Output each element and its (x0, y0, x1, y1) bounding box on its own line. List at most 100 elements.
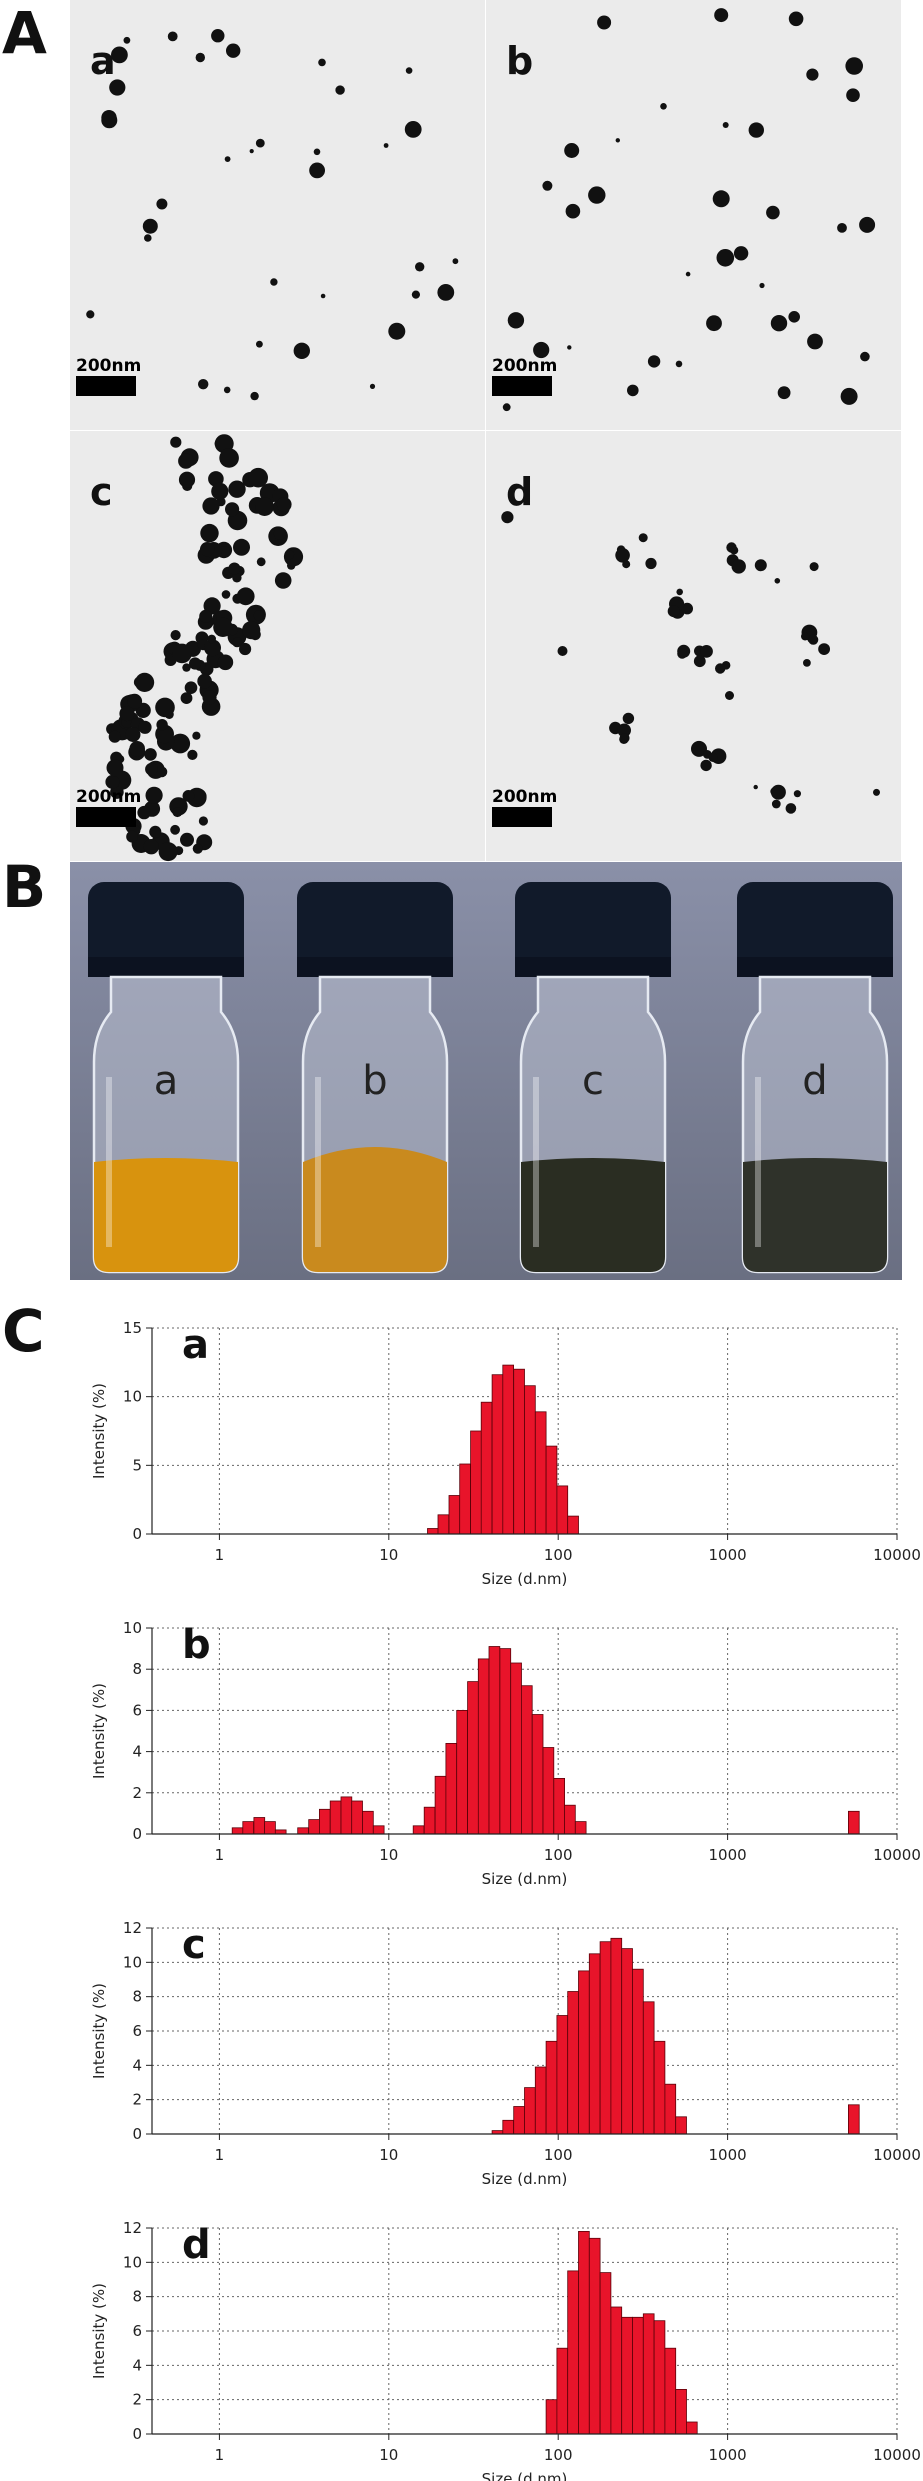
nanoparticle (320, 293, 326, 299)
scale-bar (76, 376, 136, 396)
nanoparticle (135, 672, 155, 693)
nanoparticle (172, 807, 183, 818)
nanoparticle (722, 122, 729, 128)
x-tick-label: 10 (379, 1846, 398, 1864)
histogram-d: 1 10 100 1000 10000 0 2 4 6 8 10 12 Size (d.nm) Inten… (90, 2219, 921, 2481)
histogram-b: 1 10 100 1000 10000 0 2 4 6 8 10 Size (d.nm) Intensi… (90, 1619, 921, 1888)
nanoparticle (126, 830, 138, 843)
nanoparticle (411, 290, 420, 299)
nanoparticle (647, 355, 661, 368)
nanoparticle (318, 58, 326, 67)
histogram-bar (545, 2040, 558, 2135)
histogram-bar (502, 2119, 514, 2135)
nanoparticle (714, 8, 729, 23)
x-tick-label: 1 (215, 1846, 225, 1864)
panel-label: b (182, 1622, 211, 1668)
histogram-bar (242, 1821, 255, 1835)
nanoparticle (156, 198, 168, 210)
histogram-c: 1 10 100 1000 10000 0 2 4 6 8 10 12 Size (d.nm) Inten… (90, 1919, 921, 2188)
histogram-bar (499, 1648, 512, 1835)
y-tick-label: 15 (123, 1319, 142, 1337)
scale-bar-label: 200nm (76, 787, 141, 807)
nanoparticle (335, 85, 345, 95)
histogram-bar (524, 1385, 536, 1535)
histogram-bar (467, 1681, 479, 1835)
histogram-bar (686, 2421, 698, 2435)
vial-cap (515, 882, 671, 977)
nanoparticle (172, 643, 192, 664)
nanoparticle (170, 733, 191, 754)
nanoparticle (109, 79, 126, 96)
panel-label: d (182, 2222, 211, 2268)
histogram-bar (480, 1401, 493, 1535)
vial-a: a (88, 882, 244, 1274)
nanoparticle (101, 112, 118, 129)
nanoparticle (677, 648, 688, 659)
nanoparticle (195, 52, 205, 63)
nanoparticle (256, 340, 263, 348)
nanoparticle (622, 560, 631, 569)
x-tick-label: 1000 (709, 2446, 747, 2464)
x-tick-label: 10000 (873, 2446, 921, 2464)
nanoparticle (507, 312, 525, 329)
nanoparticle (617, 723, 631, 738)
histogram-bar (477, 1658, 490, 1835)
x-tick-label: 10 (379, 1546, 398, 1564)
nanoparticle (211, 29, 225, 43)
nanoparticle (170, 630, 181, 641)
tem-background (486, 0, 901, 430)
nanoparticle (143, 839, 159, 855)
histogram-bar (297, 1827, 309, 1835)
y-tick-label: 4 (132, 2356, 142, 2374)
tem-panel-b: b 200nm (486, 0, 901, 430)
histogram-bar (567, 2270, 579, 2435)
y-tick-label: 0 (132, 1825, 142, 1843)
nanoparticle (700, 645, 713, 658)
x-tick-label: 1 (215, 2446, 225, 2464)
y-tick-label: 8 (132, 2288, 142, 2306)
histogram-bar (470, 1430, 482, 1535)
x-tick-label: 100 (544, 1546, 573, 1564)
nanoparticle (144, 748, 157, 761)
histogram-bar (664, 2347, 677, 2435)
histogram-bar (231, 1827, 244, 1835)
nanoparticle (182, 790, 195, 802)
nanoparticle (255, 497, 274, 516)
histogram-bar (264, 1821, 276, 1835)
tem-background (70, 0, 485, 430)
nanoparticle (809, 562, 819, 572)
nanoparticle (660, 103, 667, 110)
nanoparticle (293, 342, 310, 359)
nanoparticle (156, 719, 168, 731)
histogram-bar (599, 2272, 612, 2435)
nanoparticle (276, 497, 292, 512)
nanoparticle (170, 824, 180, 835)
histogram-bar (599, 1941, 612, 2135)
nanoparticle (859, 216, 876, 233)
nanoparticle (405, 67, 413, 74)
histogram-bar (448, 1495, 461, 1535)
nanoparticle (715, 663, 726, 674)
histogram-bar (545, 2399, 558, 2435)
x-tick-label: 10 (379, 2446, 398, 2464)
vial-cap-rim (88, 957, 244, 977)
nanoparticle (228, 480, 246, 498)
nanoparticle (125, 727, 141, 742)
nanoparticle (808, 634, 819, 645)
y-tick-label: 0 (132, 2425, 142, 2443)
vial-cap-rim (297, 957, 453, 977)
x-tick-label: 10 (379, 2146, 398, 2164)
nanoparticle (158, 842, 178, 862)
y-tick-label: 10 (123, 1619, 142, 1637)
nanoparticle (239, 642, 252, 656)
nanoparticle (213, 617, 233, 637)
y-axis-label: Intensity (%) (90, 1383, 108, 1479)
histogram-bar (632, 1968, 644, 2135)
y-tick-label: 10 (123, 1388, 142, 1406)
nanoparticle (256, 557, 266, 567)
y-tick-label: 6 (132, 1701, 142, 1719)
nanoparticle (777, 386, 791, 400)
nanoparticle (142, 218, 158, 234)
nanoparticle (627, 384, 639, 397)
nanoparticle (273, 527, 286, 541)
